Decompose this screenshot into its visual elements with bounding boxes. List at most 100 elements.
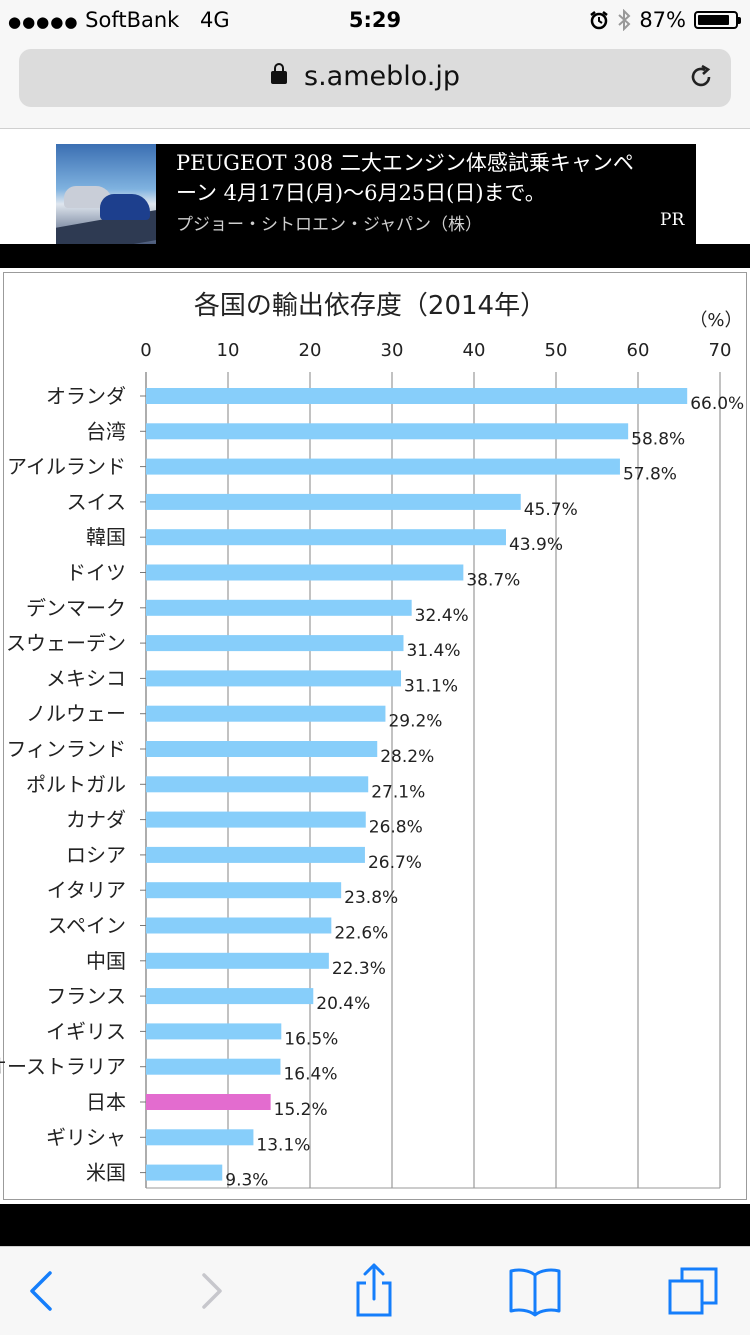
category-label: 米国 (86, 1161, 126, 1185)
bar (146, 529, 506, 546)
status-bar: ●●●●● SoftBank 4G 5:29 87% (0, 0, 750, 40)
value-label: 22.6% (334, 924, 388, 944)
value-label: 9.3% (225, 1171, 268, 1191)
battery-fill (698, 15, 730, 25)
bar (146, 493, 521, 510)
ad-image[interactable] (56, 144, 156, 244)
value-label: 31.1% (404, 676, 458, 696)
value-label: 66.0% (690, 394, 744, 414)
category-label: アイルランド (7, 455, 126, 479)
category-label: オーストラリア (0, 1055, 126, 1079)
category-label: 日本 (86, 1090, 126, 1114)
category-label: ロシア (66, 843, 126, 867)
bar (146, 388, 688, 404)
bar (146, 1058, 281, 1075)
share-icon[interactable] (344, 1261, 404, 1321)
ad-pr-label: PR (660, 210, 685, 230)
divider-bar (0, 244, 750, 268)
x-tick-label: 30 (381, 340, 404, 361)
category-label: オランダ (46, 384, 126, 408)
bar (146, 423, 629, 440)
category-label: イタリア (47, 878, 126, 902)
status-right: 87% (589, 8, 741, 32)
bar (146, 599, 412, 616)
value-label: 20.4% (316, 994, 370, 1014)
bar (146, 882, 342, 899)
tabs-icon[interactable] (664, 1261, 724, 1321)
category-label: ノルウェー (26, 702, 126, 726)
category-label: ギリシャ (46, 1125, 126, 1149)
category-label: 韓国 (86, 525, 126, 549)
status-time: 5:29 (348, 8, 402, 32)
value-label: 57.8% (623, 465, 677, 485)
bar (146, 1129, 254, 1146)
bar (146, 458, 620, 475)
value-label: 32.4% (415, 606, 469, 626)
category-label: 中国 (86, 949, 126, 973)
value-label: 31.4% (406, 641, 460, 661)
bar (146, 635, 404, 652)
chart-unit-label: （%） (689, 310, 742, 331)
category-label: イギリス (46, 1019, 126, 1043)
category-label: ポルトガル (26, 772, 126, 796)
bar (146, 705, 386, 722)
category-label: メキシコ (46, 666, 126, 690)
value-label: 43.9% (509, 535, 563, 555)
chart-image: 各国の輸出依存度（2014年） （%） 0 10 20 30 40 50 60 70 オランダ 66.… (0, 268, 750, 1204)
browser-toolbar (0, 1246, 750, 1335)
bar-highlight (146, 1094, 271, 1110)
carrier-name: SoftBank (85, 8, 180, 32)
bar (146, 988, 314, 1005)
x-tick-label: 20 (299, 340, 322, 361)
signal-dots: ●●●●● (8, 13, 79, 31)
category-label: フランス (46, 984, 126, 1008)
export-dependency-chart: 各国の輸出依存度（2014年） （%） 0 10 20 30 40 50 60 70 オランダ 66.… (0, 291, 744, 1191)
category-label: ドイツ (66, 561, 126, 585)
x-tick-label: 0 (140, 340, 151, 361)
bookmarks-icon[interactable] (505, 1261, 565, 1321)
category-label: デンマーク (26, 596, 126, 620)
bar (146, 811, 366, 828)
battery-icon (694, 11, 741, 29)
address-bar[interactable]: s.ameblo.jp (19, 49, 731, 107)
bar (146, 952, 329, 969)
value-label: 26.8% (369, 818, 423, 838)
bar (146, 670, 402, 687)
x-tick-label: 40 (463, 340, 486, 361)
ad-headline[interactable]: PEUGEOT 308 二大エンジン体感試乗キャンペーン 4月17日(月)〜6月… (176, 151, 634, 205)
url-text[interactable]: s.ameblo.jp (304, 61, 461, 92)
value-label: 16.5% (284, 1029, 338, 1049)
x-tick-label: 10 (217, 340, 240, 361)
category-label: 台湾 (86, 419, 126, 443)
value-label: 15.2% (274, 1100, 328, 1120)
bar (146, 846, 365, 863)
battery-percent: 87% (639, 8, 686, 32)
value-label: 28.2% (380, 747, 434, 767)
category-label: カナダ (66, 808, 126, 832)
value-label: 13.1% (256, 1135, 310, 1155)
category-label: スウェーデン (6, 631, 126, 655)
forward-icon[interactable] (180, 1261, 240, 1321)
value-label: 16.4% (283, 1065, 337, 1085)
ad-sponsor: プジョー・シトロエン・ジャパン（株） (176, 215, 482, 235)
bar (146, 776, 369, 793)
value-label: 38.7% (466, 571, 520, 591)
value-label: 58.8% (631, 429, 685, 449)
alarm-icon (590, 11, 609, 30)
bar (146, 741, 378, 757)
bar (146, 1023, 282, 1040)
ad-banner[interactable]: PEUGEOT 308 二大エンジン体感試乗キャンペーン 4月17日(月)〜6月… (56, 144, 696, 244)
category-label: フィンランド (6, 737, 126, 761)
chart-title: 各国の輸出依存度（2014年） (194, 291, 546, 321)
category-label: スペイン (47, 914, 126, 938)
value-label: 26.7% (368, 853, 422, 873)
carrier-info: ●●●●● SoftBank 4G (8, 8, 230, 32)
reload-icon[interactable] (687, 63, 715, 91)
x-tick-label: 50 (545, 340, 568, 361)
value-label: 22.3% (332, 959, 386, 979)
x-tick-label: 60 (627, 340, 650, 361)
ad-image-car (100, 194, 150, 220)
divider-bar (0, 1204, 750, 1246)
back-icon[interactable] (12, 1261, 72, 1321)
value-label: 23.8% (344, 888, 398, 908)
